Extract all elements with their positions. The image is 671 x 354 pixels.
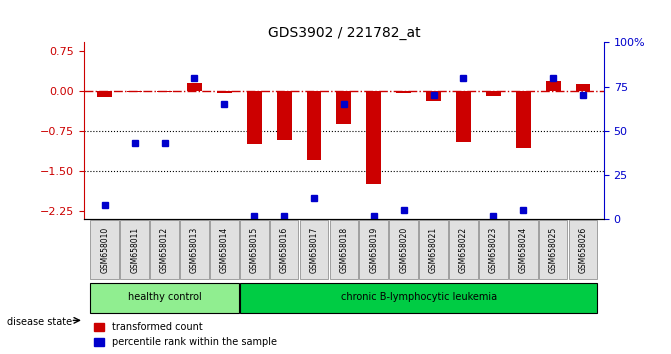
Bar: [516, 91, 531, 148]
Text: GSM658022: GSM658022: [459, 226, 468, 273]
Bar: [127, 91, 142, 92]
Bar: [426, 91, 441, 101]
Text: GSM658020: GSM658020: [399, 226, 408, 273]
FancyBboxPatch shape: [419, 220, 448, 279]
Text: GSM658011: GSM658011: [130, 226, 139, 273]
Bar: [217, 91, 231, 93]
Bar: [456, 91, 471, 142]
Bar: [546, 81, 560, 91]
Text: GSM658010: GSM658010: [100, 226, 109, 273]
Bar: [276, 91, 292, 140]
Text: GSM658017: GSM658017: [309, 226, 319, 273]
Text: healthy control: healthy control: [127, 292, 201, 302]
FancyBboxPatch shape: [479, 220, 508, 279]
Bar: [486, 91, 501, 96]
Text: GSM658013: GSM658013: [190, 226, 199, 273]
Legend: transformed count, percentile rank within the sample: transformed count, percentile rank withi…: [92, 320, 278, 349]
Text: GSM658014: GSM658014: [220, 226, 229, 273]
Text: GSM658012: GSM658012: [160, 226, 169, 273]
Text: GSM658023: GSM658023: [488, 226, 498, 273]
FancyBboxPatch shape: [509, 220, 537, 279]
Text: chronic B-lymphocytic leukemia: chronic B-lymphocytic leukemia: [341, 292, 497, 302]
Text: GSM658026: GSM658026: [578, 226, 588, 273]
Bar: [336, 91, 352, 124]
FancyBboxPatch shape: [270, 220, 299, 279]
Bar: [576, 84, 590, 91]
FancyBboxPatch shape: [240, 283, 597, 313]
FancyBboxPatch shape: [91, 283, 239, 313]
Bar: [97, 91, 112, 97]
FancyBboxPatch shape: [568, 220, 597, 279]
Bar: [247, 91, 262, 144]
Text: GSM658015: GSM658015: [250, 226, 259, 273]
Text: GSM658025: GSM658025: [549, 226, 558, 273]
Text: GSM658018: GSM658018: [340, 226, 348, 273]
Bar: [187, 82, 202, 91]
Bar: [307, 91, 321, 160]
FancyBboxPatch shape: [539, 220, 568, 279]
FancyBboxPatch shape: [180, 220, 209, 279]
Bar: [157, 91, 172, 92]
FancyBboxPatch shape: [300, 220, 328, 279]
Text: GSM658021: GSM658021: [429, 226, 438, 273]
FancyBboxPatch shape: [389, 220, 418, 279]
Text: GSM658016: GSM658016: [280, 226, 289, 273]
Text: GSM658024: GSM658024: [519, 226, 527, 273]
FancyBboxPatch shape: [360, 220, 388, 279]
FancyBboxPatch shape: [449, 220, 478, 279]
Bar: [396, 91, 411, 93]
Bar: [366, 91, 381, 184]
Text: GSM658019: GSM658019: [369, 226, 378, 273]
FancyBboxPatch shape: [120, 220, 149, 279]
Title: GDS3902 / 221782_at: GDS3902 / 221782_at: [268, 26, 420, 40]
FancyBboxPatch shape: [210, 220, 239, 279]
FancyBboxPatch shape: [240, 220, 268, 279]
FancyBboxPatch shape: [150, 220, 179, 279]
FancyBboxPatch shape: [329, 220, 358, 279]
FancyBboxPatch shape: [91, 220, 119, 279]
Text: disease state: disease state: [7, 317, 72, 327]
